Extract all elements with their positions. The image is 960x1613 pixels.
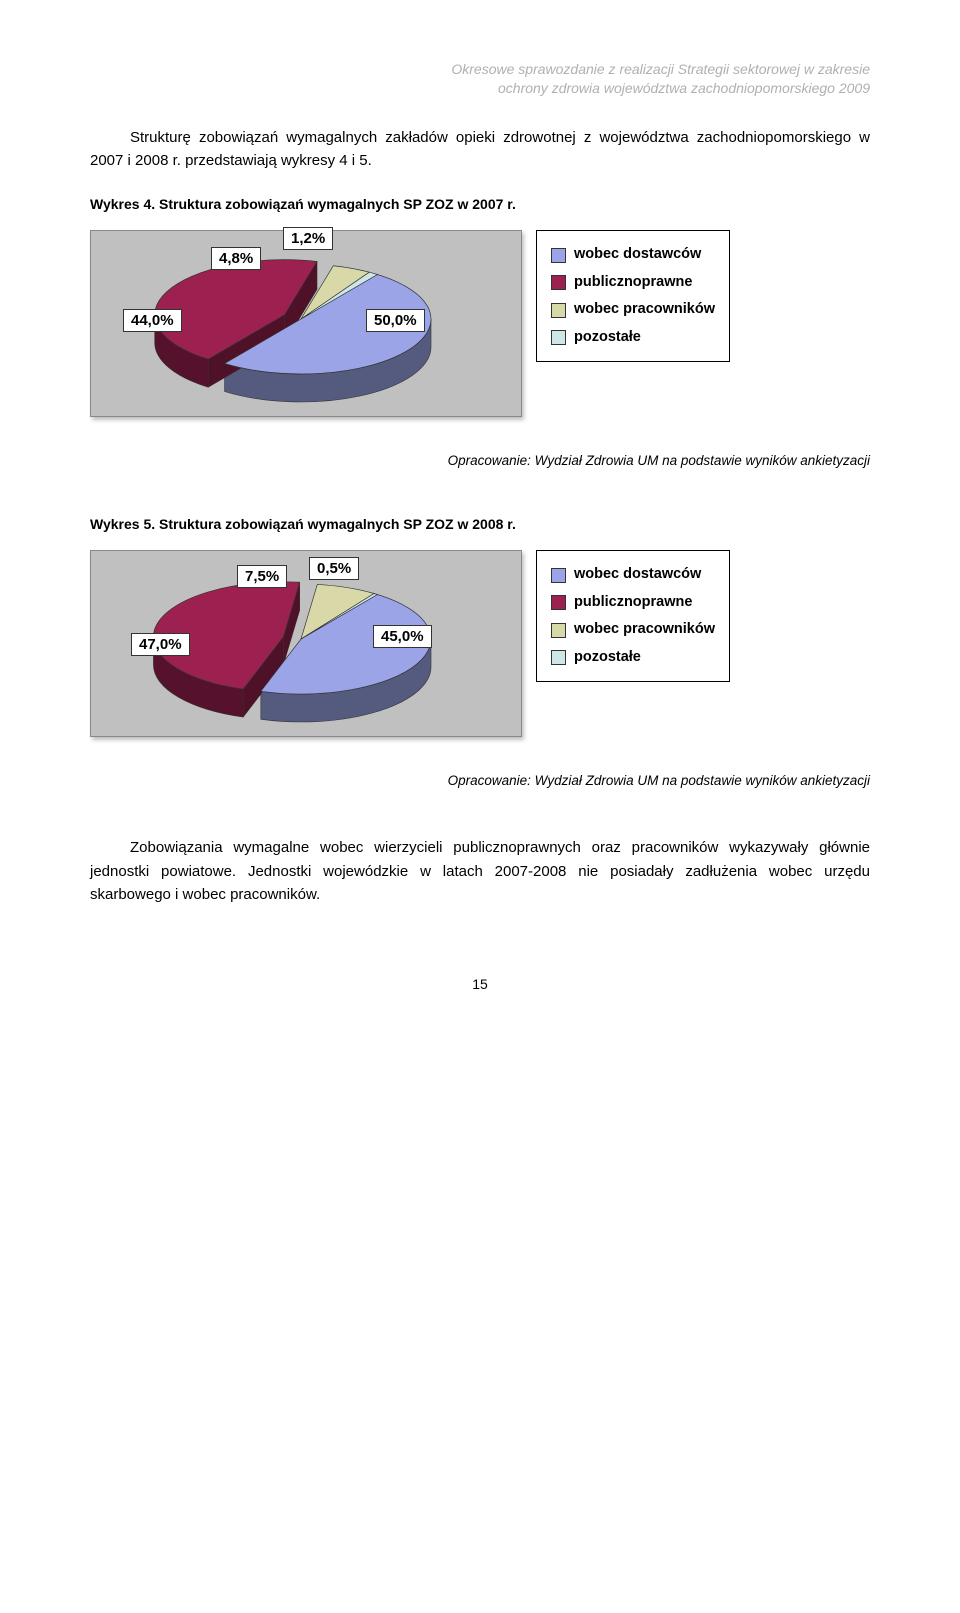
legend-item: publicznoprawne	[551, 269, 715, 297]
legend-item: pozostałe	[551, 324, 715, 352]
pie-label: 47,0%	[131, 633, 190, 656]
header-line-2: ochrony zdrowia województwa zachodniopom…	[90, 79, 870, 98]
legend-item: wobec pracowników	[551, 296, 715, 324]
legend-swatch	[551, 275, 566, 290]
chart1-container: 50,0% 44,0% 4,8% 1,2% wobec dostawcówpublic…	[90, 230, 870, 417]
chart1-box: 50,0% 44,0% 4,8% 1,2%	[90, 230, 522, 417]
legend-item: wobec pracowników	[551, 616, 715, 644]
pie-label: 44,0%	[123, 309, 182, 332]
legend-swatch	[551, 248, 566, 263]
chart2-caption: Wykres 5. Struktura zobowiązań wymagalny…	[90, 516, 870, 532]
pie-label: 0,5%	[309, 557, 359, 580]
legend-label: wobec dostawców	[574, 241, 701, 269]
chart2-container: 45,0% 47,0% 7,5% 0,5% wobec dostawcówpublic…	[90, 550, 870, 737]
legend-swatch	[551, 330, 566, 345]
pie-label: 45,0%	[373, 625, 432, 648]
legend-label: pozostałe	[574, 324, 641, 352]
legend-swatch	[551, 595, 566, 610]
intro-paragraph: Strukturę zobowiązań wymagalnych zakładó…	[90, 126, 870, 173]
legend-item: wobec dostawców	[551, 241, 715, 269]
legend-swatch	[551, 623, 566, 638]
legend-label: wobec pracowników	[574, 296, 715, 324]
legend-label: wobec dostawców	[574, 561, 701, 589]
legend-swatch	[551, 568, 566, 583]
pie-label: 7,5%	[237, 565, 287, 588]
chart2-source: Opracowanie: Wydział Zdrowia UM na podst…	[90, 773, 870, 788]
chart1-legend: wobec dostawcówpublicznoprawnewobec prac…	[536, 230, 730, 362]
legend-item: publicznoprawne	[551, 589, 715, 617]
page-number: 15	[90, 976, 870, 992]
page-header: Okresowe sprawozdanie z realizacji Strat…	[90, 60, 870, 98]
legend-item: pozostałe	[551, 644, 715, 672]
legend-swatch	[551, 303, 566, 318]
pie-label: 50,0%	[366, 309, 425, 332]
chart1-caption: Wykres 4. Struktura zobowiązań wymagalny…	[90, 196, 870, 212]
pie-label: 4,8%	[211, 247, 261, 270]
legend-label: publicznoprawne	[574, 589, 692, 617]
conclusion-paragraph: Zobowiązania wymagalne wobec wierzycieli…	[90, 836, 870, 906]
legend-label: pozostałe	[574, 644, 641, 672]
legend-label: publicznoprawne	[574, 269, 692, 297]
chart1-source: Opracowanie: Wydział Zdrowia UM na podst…	[90, 453, 870, 468]
legend-label: wobec pracowników	[574, 616, 715, 644]
legend-swatch	[551, 650, 566, 665]
header-line-1: Okresowe sprawozdanie z realizacji Strat…	[90, 60, 870, 79]
legend-item: wobec dostawców	[551, 561, 715, 589]
chart2-legend: wobec dostawcówpublicznoprawnewobec prac…	[536, 550, 730, 682]
pie-label: 1,2%	[283, 227, 333, 250]
chart2-box: 45,0% 47,0% 7,5% 0,5%	[90, 550, 522, 737]
